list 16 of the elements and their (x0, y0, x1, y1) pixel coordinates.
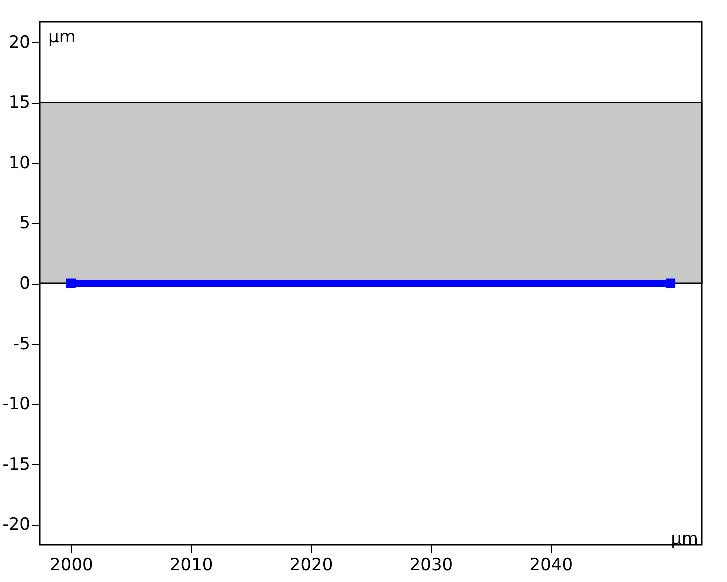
y-tick-label: 20 (8, 32, 30, 53)
y-tick-label: 10 (8, 153, 30, 174)
x-tick-label: 2010 (170, 556, 214, 576)
y-tick-label: -5 (14, 334, 30, 354)
y-axis-title: μm (48, 28, 76, 48)
x-tick-label: 2030 (410, 556, 454, 576)
y-tick-label: 15 (8, 93, 30, 114)
y-tick-label: -20 (2, 515, 30, 536)
x-axis-title: μm (671, 530, 698, 550)
x-tick-label: 2040 (530, 556, 574, 576)
y-tick-label: -15 (2, 454, 30, 475)
x-tick-label: 2000 (50, 556, 94, 576)
y-tick-label: -10 (2, 394, 30, 415)
x-tick-label: 2020 (290, 556, 334, 576)
y-tick-label: 5 (20, 214, 30, 234)
y-tick-label: 0 (20, 274, 30, 294)
